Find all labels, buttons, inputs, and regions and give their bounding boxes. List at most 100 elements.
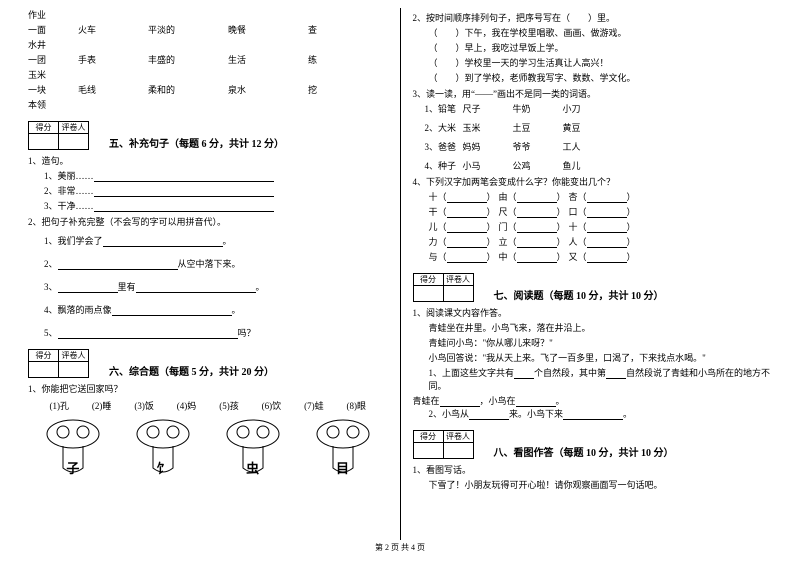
t: 力（ (429, 237, 447, 247)
grader-header: 评卷人 (443, 431, 473, 443)
word: 晚餐 (228, 23, 308, 36)
t: 。 (623, 409, 632, 419)
text: 。 (232, 305, 241, 315)
w: 小马 (463, 159, 513, 172)
grader-cell (443, 443, 473, 459)
mushroom-label: 目 (336, 461, 349, 476)
t: ） (557, 237, 566, 247)
blank-line (447, 254, 487, 263)
stroke-row: 干（）尺（）口（） (429, 205, 773, 218)
t: 干（ (429, 207, 447, 217)
word: 毛线 (78, 83, 148, 96)
score-header: 得分 (29, 350, 59, 362)
t: ） (557, 207, 566, 217)
word-group: 3、爸爸妈妈爷爷工人 (413, 140, 773, 153)
word: 丰盛的 (148, 53, 228, 66)
t: ） (627, 222, 636, 232)
question-8-1: 1、看图写话。 (413, 463, 773, 476)
blank-line (103, 238, 223, 247)
order-item: （ ）学校里一天的学习生活真让人高兴！ (429, 56, 773, 69)
blank-line (587, 194, 627, 203)
score-table: 得分评卷人 (28, 121, 89, 150)
char-opt: (1)孔 (49, 399, 69, 412)
w: 工人 (563, 140, 613, 153)
blank-line (587, 254, 627, 263)
score-table: 得分评卷人 (413, 430, 474, 459)
w: 公鸡 (513, 159, 563, 172)
w: 爷爷 (513, 140, 563, 153)
t: 尺（ (499, 207, 517, 217)
char-opt: (2)睡 (92, 399, 112, 412)
word-row: 一块 毛线 柔和的 泉水 挖 (28, 83, 388, 96)
word-row: 一团 手表 丰盛的 生活 练 (28, 53, 388, 66)
mushroom-icon: 虫 (218, 418, 288, 497)
sub-item: 1、我们学会了 。 (44, 234, 388, 247)
order-item: （ ）到了学校，老师教我写字、数数、学文化。 (429, 71, 773, 84)
blank-line (58, 261, 178, 270)
blank-line (447, 209, 487, 218)
score-cell (29, 362, 59, 378)
mushroom-label: 子 (66, 461, 79, 476)
passage-q1b: 青蛙在，小鸟在。 (413, 394, 773, 407)
t: 人（ (569, 237, 587, 247)
page-footer: 第 2 页 共 4 页 (0, 540, 800, 553)
text: 1、美丽…… (44, 171, 94, 181)
t: 中（ (499, 252, 517, 262)
word-row: 作业 (28, 8, 388, 21)
w: 土豆 (513, 121, 563, 134)
blank-line (606, 370, 626, 379)
t: ） (487, 237, 496, 247)
score-box-7: 得分评卷人 七、阅读题（每题 10 分，共计 10 分） (413, 273, 773, 302)
blank-line (587, 224, 627, 233)
passage-q2: 2、小鸟从来。小鸟下来。 (429, 407, 773, 420)
t: 青蛙在 (413, 396, 440, 406)
grader-header: 评卷人 (59, 350, 89, 362)
section-6-title: 六、综合题（每题 5 分，共计 20 分） (109, 363, 274, 378)
score-header: 得分 (29, 122, 59, 134)
text: 1、我们学会了 (44, 236, 103, 246)
char-opt: (8)眼 (347, 399, 367, 412)
word: 水井 (28, 38, 78, 51)
left-column: 作业 一面 火车 平淡的 晚餐 查 水井 一团 手表 丰盛的 生活 练 玉米 一… (20, 8, 396, 540)
passage-line: 小鸟回答说："我从天上来。飞了一百多里，口渴了，下来找点水喝。" (429, 351, 773, 364)
word-group: 4、种子小马公鸡鱼儿 (413, 159, 773, 172)
t: 十（ (429, 192, 447, 202)
t: ） (557, 192, 566, 202)
word: 查 (308, 23, 348, 36)
question-1: 1、造句。 (28, 154, 388, 167)
word-group: 1、铅笔尺子牛奶小刀 (413, 102, 773, 115)
blank-line (447, 239, 487, 248)
text: 3、 (44, 282, 58, 292)
sub-item: 3、里有。 (44, 280, 388, 293)
t: 来。小鸟下来 (509, 409, 563, 419)
t: ） (487, 207, 496, 217)
order-item: （ ）早上，我吃过早饭上学。 (429, 41, 773, 54)
blank-line (136, 284, 256, 293)
char-opt: (3)饭 (134, 399, 154, 412)
blank-line (112, 307, 232, 316)
grader-header: 评卷人 (59, 122, 89, 134)
word: 手表 (78, 53, 148, 66)
t: 杏（ (569, 192, 587, 202)
t: ） (627, 252, 636, 262)
passage-line: 青蛙坐在井里。小鸟飞来，落在井沿上。 (429, 321, 773, 334)
word: 火车 (78, 23, 148, 36)
char-options: (1)孔 (2)睡 (3)饭 (4)妈 (5)孩 (6)饮 (7)蛙 (8)眼 (38, 399, 378, 412)
score-box-5: 得分评卷人 五、补充句子（每题 6 分，共计 12 分） (28, 121, 388, 150)
word-group: 2、大米玉米土豆黄豆 (413, 121, 773, 134)
blank-line (587, 239, 627, 248)
text: 吗？ (238, 328, 256, 338)
mushroom-icon: 目 (308, 418, 378, 497)
t: 口（ (569, 207, 587, 217)
mushroom-label: 虫 (246, 461, 259, 476)
blank-line (94, 203, 274, 212)
grader-cell (59, 134, 89, 150)
t: 儿（ (429, 222, 447, 232)
word: 生活 (228, 53, 308, 66)
question-r4: 4、下列汉字加两笔会变成什么字？你能变出几个？ (413, 175, 773, 188)
w: 妈妈 (463, 140, 513, 153)
text: 。 (223, 236, 232, 246)
char-opt: (6)饮 (262, 399, 282, 412)
t: 十（ (569, 222, 587, 232)
w: 尺子 (463, 102, 513, 115)
